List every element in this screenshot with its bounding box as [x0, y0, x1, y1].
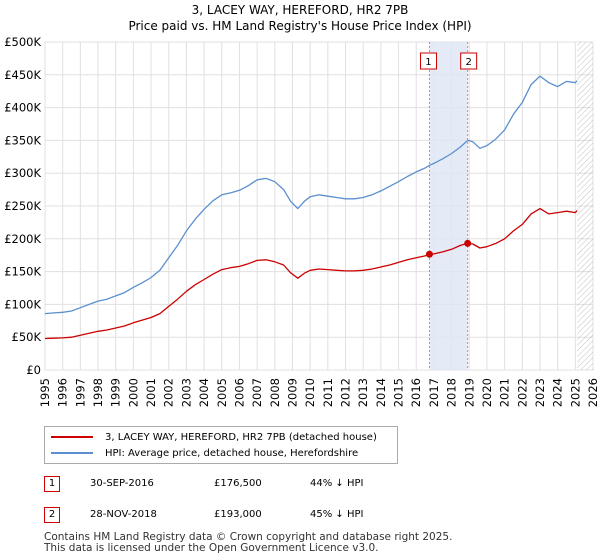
x-tick-label: 2003 [179, 378, 193, 407]
legend-item-price: 3, LACEY WAY, HEREFORD, HR2 7PB (detache… [51, 430, 377, 444]
transaction-label: 1 [425, 57, 431, 68]
x-tick-label: 2013 [356, 378, 370, 407]
legend-line-hpi [51, 452, 93, 454]
legend-item-hpi: HPI: Average price, detached house, Here… [51, 446, 358, 460]
x-tick-label: 2011 [321, 378, 335, 407]
x-tick-label: 2009 [285, 378, 299, 407]
x-tick-label: 2020 [480, 378, 494, 407]
x-tick-label: 2026 [586, 378, 600, 407]
transaction-label-box [460, 52, 478, 70]
transaction-date: 30-SEP-2016 [90, 478, 154, 489]
transaction-date: 28-NOV-2018 [90, 509, 157, 520]
y-tick-label: £0 [26, 363, 41, 377]
shaded-region [428, 42, 593, 370]
series-line-price [44, 207, 578, 340]
y-tick-label: £150K [4, 265, 41, 279]
transaction-label: 2 [465, 57, 471, 68]
x-tick-label: 2019 [462, 378, 476, 407]
x-axis-ticks: 1995 1996 1997 1998 1999 2000 2001 2002 2003 2004… [38, 378, 600, 407]
x-tick-label: 1999 [109, 378, 123, 407]
x-tick-label: 2007 [250, 378, 264, 407]
transaction-price: £193,000 [214, 509, 262, 520]
legend: 3, LACEY WAY, HEREFORD, HR2 7PB (detache… [44, 426, 398, 464]
transaction-hpi: 45% ↓ HPI [310, 509, 364, 520]
x-tick-label: 1997 [73, 378, 87, 407]
series-line-hpi [44, 75, 578, 315]
transaction-hpi: 44% ↓ HPI [310, 478, 364, 489]
x-tick-label: 2014 [374, 378, 388, 407]
transaction-label-box [419, 52, 437, 70]
x-tick-label: 2024 [551, 378, 565, 407]
y-tick-label: £300K [4, 166, 41, 180]
x-tick-label: 2004 [197, 378, 211, 407]
series-lines [44, 75, 578, 340]
y-tick-label: £500K [4, 35, 41, 49]
legend-line-price [51, 436, 93, 438]
y-tick-label: £450K [4, 68, 41, 82]
x-tick-label: 1998 [91, 378, 105, 407]
x-tick-label: 2025 [568, 378, 582, 407]
y-tick-label: £400K [4, 101, 41, 115]
y-tick-label: £200K [4, 232, 41, 246]
chart-subtitle: Price paid vs. HM Land Registry's House … [128, 19, 471, 33]
transaction-point [464, 239, 472, 247]
legend-label-price: 3, LACEY WAY, HEREFORD, HR2 7PB (detache… [105, 431, 377, 443]
y-tick-label: £350K [4, 133, 41, 147]
y-tick-label: £250K [4, 199, 41, 213]
x-tick-label: 2023 [533, 378, 547, 407]
y-tick-label: £100K [4, 297, 41, 311]
footer-line-1: Contains HM Land Registry data © Crown c… [44, 531, 453, 543]
transaction-badge: 2 [44, 507, 60, 523]
x-tick-label: 2017 [427, 378, 441, 407]
x-tick-label: 2002 [162, 378, 176, 407]
x-tick-label: 2010 [303, 378, 317, 407]
x-tick-label: 2006 [232, 378, 246, 407]
transaction-point [425, 250, 433, 258]
shaded-band [429, 42, 468, 370]
x-tick-label: 2022 [515, 378, 529, 407]
x-tick-label: 2018 [445, 378, 459, 407]
x-tick-label: 2005 [215, 378, 229, 407]
x-tick-label: 2021 [498, 378, 512, 407]
x-tick-label: 1995 [38, 378, 52, 407]
x-tick-label: 2001 [144, 378, 158, 407]
forecast-hatch [577, 42, 593, 370]
x-tick-label: 2008 [268, 378, 282, 407]
transaction-badge: 1 [44, 476, 60, 492]
footer: Contains HM Land Registry data © Crown c… [44, 532, 452, 554]
legend-label-hpi: HPI: Average price, detached house, Here… [105, 447, 359, 459]
x-tick-label: 2016 [409, 378, 423, 407]
x-tick-label: 2015 [392, 378, 406, 407]
x-tick-label: 2000 [126, 378, 140, 407]
y-axis-ticks: £0 £50K £100K £150K £200K £250K £300K £350K £400… [4, 35, 41, 377]
x-tick-label: 2012 [339, 378, 353, 407]
chart-title: 3, LACEY WAY, HEREFORD, HR2 7PB [192, 3, 409, 17]
x-tick-label: 1996 [56, 378, 70, 407]
price-chart: 3, LACEY WAY, HEREFORD, HR2 7PB Price pa… [4, 3, 600, 407]
y-tick-label: £50K [12, 330, 42, 344]
footer-line-2: This data is licensed under the Open Gov… [44, 542, 379, 554]
transaction-price: £176,500 [214, 478, 262, 489]
